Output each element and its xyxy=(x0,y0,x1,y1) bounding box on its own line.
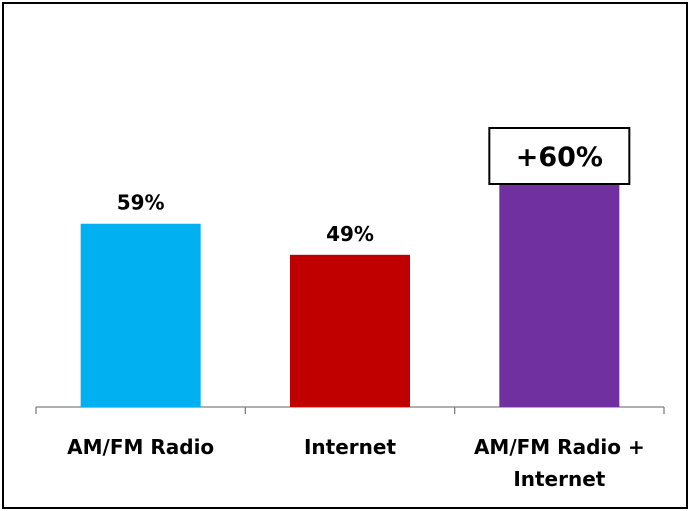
data-label: 49% xyxy=(326,222,374,246)
bar xyxy=(290,254,410,407)
callout-box xyxy=(488,127,631,185)
callout-text: +60% xyxy=(516,142,603,173)
category-label: AM/FM Radio xyxy=(67,435,214,459)
category-label: AM/FM Radio + Internet xyxy=(474,435,645,491)
category-label: Internet xyxy=(304,435,396,459)
bar xyxy=(499,164,620,407)
bar xyxy=(80,223,201,407)
data-label: 59% xyxy=(117,191,165,215)
